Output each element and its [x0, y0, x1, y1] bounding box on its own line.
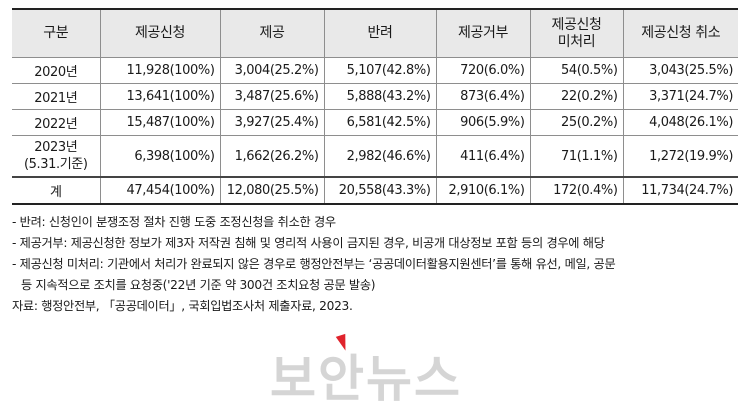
row-label: 2023년 (5.31.기준): [12, 135, 101, 178]
footnote-refused: - 제공거부: 제공신청한 정보가 제3자 저작권 침해 및 영리적 사용이 금…: [12, 236, 605, 250]
table-cell: 5,107(42.8%): [323, 57, 437, 84]
footnote-unprocessed-cont: 등 지속적으로 조치를 요청중('22년 기준 약 300건 조치요청 공문 발…: [21, 278, 376, 292]
header-cancelled: 제공신청 취소: [622, 8, 738, 58]
table-row: 2022년 15,487(100%) 3,927(25.4%) 6,581(42…: [12, 109, 738, 136]
table-cell: 172(0.4%): [529, 176, 624, 205]
table-cell: 13,641(100%): [99, 83, 221, 110]
table-cell: 3,927(25.4%): [219, 109, 325, 136]
table-row: 2020년 11,928(100%) 3,004(25.2%) 5,107(42…: [12, 57, 738, 84]
table-cell: 1,662(26.2%): [219, 135, 325, 178]
header-provided: 제공: [219, 8, 325, 58]
table-cell: 11,734(24.7%): [622, 176, 738, 205]
table-cell: 20,558(43.3%): [323, 176, 437, 205]
watermark-logo: 보안뉴스: [270, 333, 480, 408]
table-cell: 873(6.4%): [435, 83, 531, 110]
watermark-text: 보안뉴스: [270, 350, 462, 408]
table-cell: 3,371(24.7%): [622, 83, 738, 110]
row-label: 2020년: [12, 57, 101, 84]
table-cell: 3,004(25.2%): [219, 57, 325, 84]
table-row: 2021년 13,641(100%) 3,487(25.6%) 5,888(43…: [12, 83, 738, 110]
table-cell: 6,581(42.5%): [323, 109, 437, 136]
table-cell: 22(0.2%): [529, 83, 624, 110]
header-unprocessed: 제공신청 미처리: [529, 8, 624, 58]
table-cell: 6,398(100%): [99, 135, 221, 178]
table-cell: 411(6.4%): [435, 135, 531, 178]
header-returned: 반려: [323, 8, 437, 58]
table-cell: 2,910(6.1%): [435, 176, 531, 205]
table-total-row: 계 47,454(100%) 12,080(25.5%) 20,558(43.3…: [12, 176, 738, 205]
header-requests: 제공신청: [99, 8, 221, 58]
table-cell: 15,487(100%): [99, 109, 221, 136]
header-category: 구분: [12, 8, 101, 58]
table-cell: 3,487(25.6%): [219, 83, 325, 110]
row-label: 계: [12, 176, 101, 205]
table-cell: 3,043(25.5%): [622, 57, 738, 84]
table-cell: 1,272(19.9%): [622, 135, 738, 178]
data-table: 구분 제공신청 제공 반려 제공거부 제공신청 미처리 제공신청 취소 2020…: [12, 8, 738, 205]
footnotes: - 반려: 신청인이 분쟁조정 절차 진행 도중 조정신청을 취소한 경우 - …: [12, 212, 738, 317]
table-cell: 12,080(25.5%): [219, 176, 325, 205]
source-note: 자료: 행정안전부, 「공공데이터」, 국회입법조사처 제출자료, 2023.: [12, 299, 353, 313]
table-cell: 54(0.5%): [529, 57, 624, 84]
footnote-unprocessed: - 제공신청 미처리: 기관에서 처리가 완료되지 않은 경우로 행정안전부는 …: [12, 257, 616, 271]
table-cell: 4,048(26.1%): [622, 109, 738, 136]
footnote-returned: - 반려: 신청인이 분쟁조정 절차 진행 도중 조정신청을 취소한 경우: [12, 215, 336, 229]
header-refused: 제공거부: [435, 8, 531, 58]
table-cell: 2,982(46.6%): [323, 135, 437, 178]
row-label: 2021년: [12, 83, 101, 110]
table-cell: 47,454(100%): [99, 176, 221, 205]
document-body: 구분 제공신청 제공 반려 제공거부 제공신청 미처리 제공신청 취소 2020…: [12, 8, 738, 317]
row-label: 2022년: [12, 109, 101, 136]
table-row: 2023년 (5.31.기준) 6,398(100%) 1,662(26.2%)…: [12, 135, 738, 178]
table-header-row: 구분 제공신청 제공 반려 제공거부 제공신청 미처리 제공신청 취소: [12, 8, 738, 58]
table-cell: 25(0.2%): [529, 109, 624, 136]
table-cell: 720(6.0%): [435, 57, 531, 84]
table-cell: 5,888(43.2%): [323, 83, 437, 110]
table-cell: 71(1.1%): [529, 135, 624, 178]
table-cell: 11,928(100%): [99, 57, 221, 84]
table-cell: 906(5.9%): [435, 109, 531, 136]
